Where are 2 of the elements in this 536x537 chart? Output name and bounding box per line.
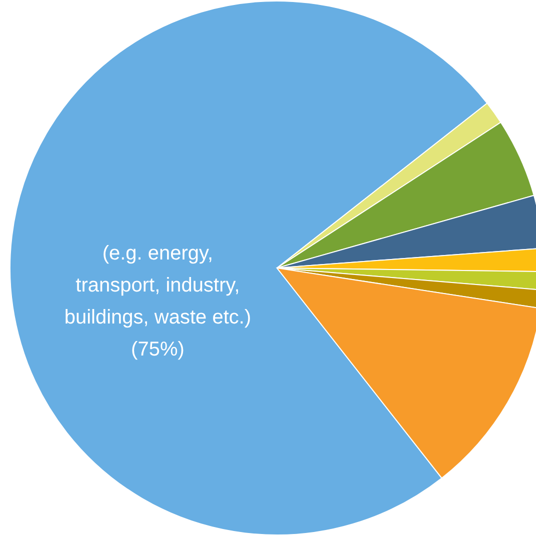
slice-label: (e.g. energy, transport, industry, buildings, waste etc.) bbox=[64, 242, 252, 329]
data-label: (75%) bbox=[131, 338, 184, 361]
